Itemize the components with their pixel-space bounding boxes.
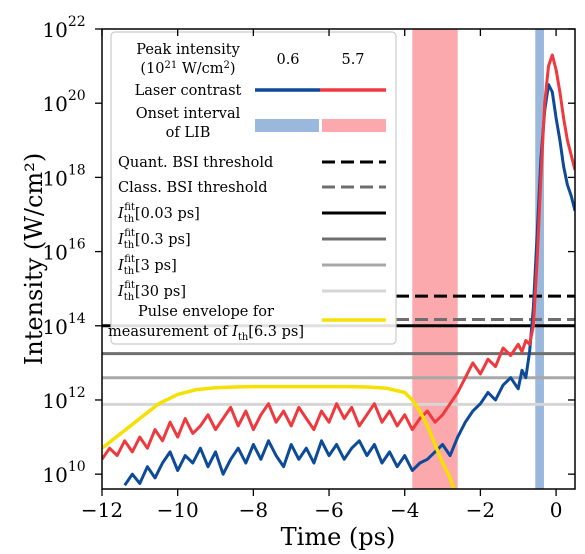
series-line-5.7 <box>102 53 575 461</box>
legend-onset-line1: Onset interval <box>136 106 241 122</box>
y-axis-ticks: 1010 1012 1014 1016 1018 1020 1022 <box>42 14 575 487</box>
series-line-pulse-envelope <box>102 384 456 489</box>
legend-laser-contrast-label: Laser contrast <box>135 83 242 99</box>
x-tick-label: −10 <box>157 498 199 522</box>
legend-col-5.7: 5.7 <box>341 52 364 68</box>
legend-class-bsi-label: Class. BSI threshold <box>118 180 268 196</box>
onset-band-0.6 <box>535 29 544 489</box>
legend-pulse-line1: Pulse envelope for <box>138 304 274 320</box>
legend-ith-30-label: Ithfit[30 ps] <box>117 280 186 303</box>
legend-header-line1: Peak intensity <box>136 42 240 58</box>
x-axis-ticks: −12 −10 −8 −6 −4 −2 0 <box>81 29 563 522</box>
x-axis-title: Time (ps) <box>281 523 396 551</box>
x-tick-label: −8 <box>239 498 268 522</box>
legend-header-line2: (1021 W/cm2) <box>140 60 235 78</box>
y-axis-title: Intensity (W/cm²) <box>20 153 48 365</box>
legend-quant-bsi-label: Quant. BSI threshold <box>118 155 273 171</box>
legend: Peak intensity (1021 W/cm2) 0.6 5.7 Lase… <box>108 31 397 345</box>
y-tick-label: 1018 <box>42 162 85 190</box>
y-tick-label: 1014 <box>42 311 85 339</box>
y-tick-label: 1012 <box>42 385 85 413</box>
y-tick-label: 1016 <box>42 237 85 265</box>
legend-pulse-line2: measurement of Ith[6.3 ps] <box>108 324 304 343</box>
x-tick-label: −12 <box>81 498 123 522</box>
legend-onset-red-swatch <box>322 119 386 132</box>
series-lines <box>102 53 575 489</box>
legend-ith-3-label: Ithfit[3 ps] <box>117 254 177 277</box>
x-tick-label: 0 <box>550 498 563 522</box>
legend-onset-blue-swatch <box>255 119 319 132</box>
legend-ith-0.3-label: Ithfit[0.3 ps] <box>117 228 191 251</box>
legend-ith-0.03-label: Ithfit[0.03 ps] <box>117 202 200 225</box>
y-tick-label: 1020 <box>42 88 85 116</box>
x-tick-label: −2 <box>466 498 495 522</box>
x-tick-label: −6 <box>314 498 343 522</box>
legend-col-0.6: 0.6 <box>276 52 299 68</box>
x-tick-label: −4 <box>390 498 419 522</box>
y-tick-label: 1010 <box>42 459 85 487</box>
y-tick-label: 1022 <box>42 14 85 42</box>
plot-frame <box>101 28 576 490</box>
legend-onset-line2: of LIB <box>166 125 211 141</box>
